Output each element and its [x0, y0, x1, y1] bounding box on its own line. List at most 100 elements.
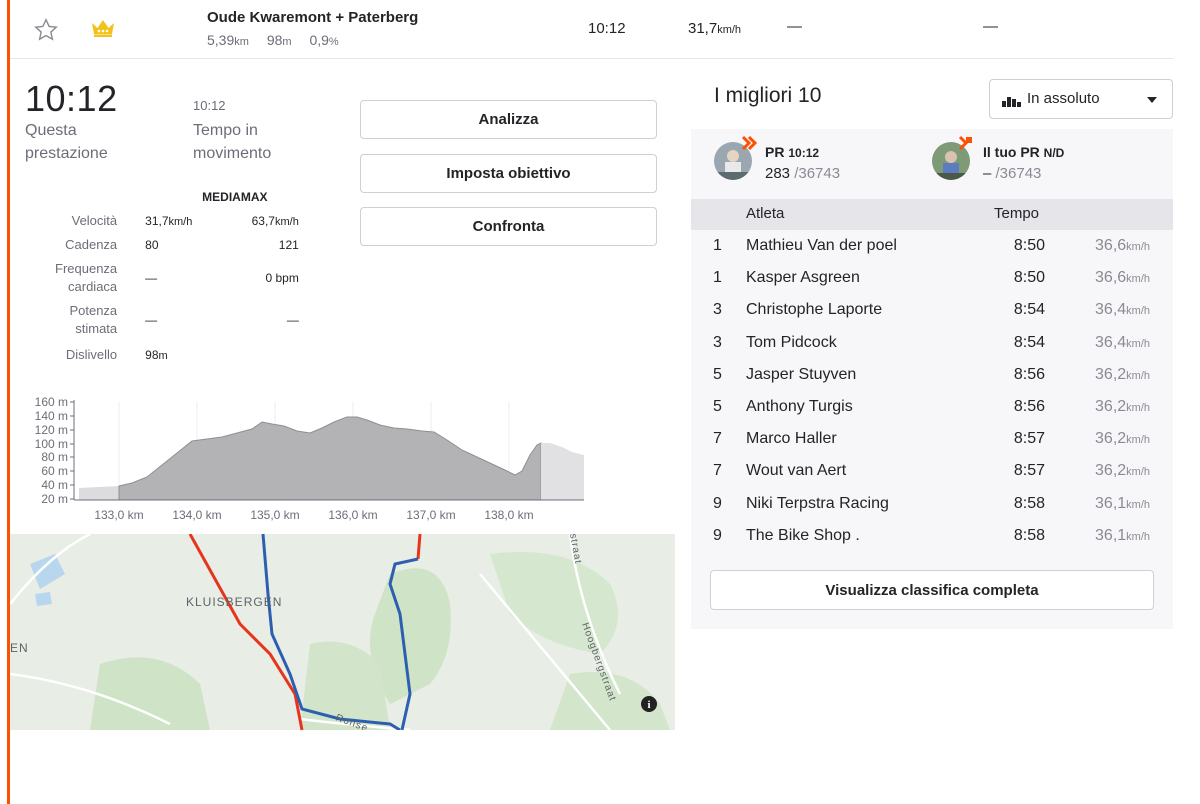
accent-bar [7, 0, 10, 804]
segment-distance: 5,39 [207, 32, 235, 48]
stat-max [241, 341, 299, 369]
pr-badge-icon [741, 135, 757, 151]
analyze-button[interactable]: Analizza [360, 100, 657, 139]
segment-map[interactable]: KLUISBERGEN EN Hoogbergstraat Ronse stra… [10, 534, 675, 730]
y-tick: 120 m [35, 423, 68, 437]
y-tick: 20 m [41, 492, 68, 506]
set-goal-button[interactable]: Imposta obiettivo [360, 154, 657, 193]
table-row[interactable]: 1 Kasper Asgreen 8:50 36,6km/h [713, 269, 1150, 287]
moving-time-label: Tempo in movimento [193, 122, 272, 162]
athlete-name[interactable]: Christophe Laporte [746, 301, 883, 319]
map-label: straat [567, 534, 583, 565]
stat-label: Potenza stimata [69, 303, 118, 336]
stats-col-max: MAX [240, 190, 268, 204]
col-time: Tempo [994, 205, 1040, 222]
col-athlete: Atleta [746, 205, 785, 222]
stat-avg: 98m [145, 348, 168, 362]
leaderboard-filter-select[interactable]: In assoluto [989, 79, 1173, 119]
star-icon[interactable] [33, 17, 59, 43]
x-tick: 138,0 km [484, 508, 533, 522]
athlete-name[interactable]: Niki Terpstra Racing [746, 494, 889, 512]
bar-chart-icon [1002, 97, 1021, 107]
athlete-name[interactable]: Jasper Stuyven [746, 365, 857, 383]
avatar[interactable] [932, 142, 970, 180]
stats-col-avg: MEDIA [202, 190, 241, 204]
view-full-leaderboard-button[interactable]: Visualizza classifica completa [710, 570, 1154, 610]
svg-text:i: i [647, 699, 650, 711]
athlete-name[interactable]: Kasper Asgreen [746, 269, 860, 287]
segment-stats: 5,39km 98m 0,9% [207, 32, 339, 48]
table-row[interactable]: 3 Tom Pidcock 8:54 36,4km/h [713, 333, 1150, 351]
your-pr-label: Il tuo PR N/D [983, 144, 1065, 160]
segment-value-empty-2: — [983, 18, 998, 35]
athlete-name[interactable]: Tom Pidcock [746, 333, 837, 351]
athlete-name[interactable]: Marco Haller [746, 430, 837, 448]
elevation-area [118, 416, 542, 501]
pr-badge-icon [958, 135, 972, 151]
leaderboard-header: Atleta Tempo [691, 199, 1173, 230]
table-row[interactable]: 5 Jasper Stuyven 8:56 36,2km/h [713, 365, 1150, 383]
stat-max: 0 bpm [265, 271, 299, 285]
stat-avg: — [145, 271, 158, 285]
segment-grade: 0,9 [309, 32, 329, 48]
leaderboard-list: 1 Mathieu Van der poel 8:50 36,6km/h 1 Kaspe… [691, 230, 1173, 552]
x-tick: 136,0 km [328, 508, 377, 522]
stat-label: Dislivello [65, 347, 118, 362]
y-tick: 140 m [35, 409, 68, 423]
leaderboard-title: I migliori 10 [714, 84, 822, 107]
table-row[interactable]: 9 The Bike Shop . 8:58 36,1km/h [713, 526, 1150, 544]
athlete-name[interactable]: The Bike Shop . [746, 526, 860, 544]
y-tick: 40 m [41, 478, 68, 492]
route-red [188, 534, 304, 730]
table-row[interactable]: 3 Christophe Laporte 8:54 36,4km/h [713, 301, 1150, 319]
info-icon[interactable]: i [641, 696, 657, 712]
compare-button[interactable]: Confronta [360, 207, 657, 246]
stat-avg: 80 [145, 238, 159, 252]
stat-label: Frequenza cardiaca [55, 261, 118, 294]
segment-elevation: 98 [266, 32, 283, 48]
route-red-top [416, 534, 422, 560]
athlete-name[interactable]: Mathieu Van der poel [746, 237, 897, 254]
table-row[interactable]: 5 Anthony Turgis 8:56 36,2km/h [713, 397, 1150, 415]
pr-rank: 283 /36743 [765, 165, 841, 182]
stat-label: Cadenza [65, 237, 118, 252]
stat-max: 63,7km/h [251, 214, 299, 228]
table-row[interactable]: 1 Mathieu Van der poel 8:50 36,6km/h [713, 237, 1150, 254]
filter-label: In assoluto [1027, 90, 1100, 107]
y-tick: 100 m [35, 437, 68, 451]
segment-value-empty-1: — [787, 18, 802, 35]
map-label: KLUISBERGEN [186, 595, 282, 609]
elevation-chart[interactable]: 160 m 140 m 120 m 100 m 80 m 60 m 40 m 2… [22, 395, 590, 525]
moving-time: 10:12 [193, 98, 226, 113]
pr-label: PR 10:12 [765, 144, 820, 160]
chevron-down-icon [1147, 97, 1157, 103]
elevation-tail-area [541, 443, 584, 500]
segment-speed: 31,7km/h [688, 20, 742, 37]
y-tick: 60 m [41, 464, 68, 478]
stat-label: Velocità [71, 213, 118, 228]
table-row[interactable]: 7 Wout van Aert 8:57 36,2km/h [713, 462, 1150, 480]
x-tick: 134,0 km [172, 508, 221, 522]
stat-max: — [286, 313, 299, 327]
x-tick: 133,0 km [94, 508, 143, 522]
effort-time: 10:12 [25, 78, 118, 119]
segment-time: 10:12 [588, 20, 626, 37]
route-blue [261, 534, 401, 730]
crown-icon [92, 20, 114, 37]
route-blue-2 [388, 557, 419, 730]
table-row[interactable]: 7 Marco Haller 8:57 36,2km/h [713, 430, 1150, 448]
y-tick: 80 m [41, 450, 68, 464]
map-label: EN [10, 641, 29, 655]
your-pr-rank: – /36743 [983, 165, 1042, 182]
segment-row[interactable]: Oude Kwaremont + Paterberg 5,39km 98m 0,… [10, 0, 1173, 59]
table-row[interactable]: 9 Niki Terpstra Racing 8:58 36,1km/h [713, 494, 1150, 512]
effort-stats-table: MEDIA MAX Velocità 31,7km/h 63,7km/h Cad… [55, 185, 299, 369]
y-tick: 160 m [35, 395, 68, 409]
segment-name[interactable]: Oude Kwaremont + Paterberg [207, 9, 419, 26]
athlete-name[interactable]: Anthony Turgis [746, 397, 853, 415]
x-tick: 137,0 km [406, 508, 455, 522]
stat-avg: — [145, 313, 158, 327]
stat-avg: 31,7km/h [145, 214, 193, 228]
athlete-name[interactable]: Wout van Aert [746, 462, 847, 480]
elevation-lead-area [79, 486, 119, 500]
